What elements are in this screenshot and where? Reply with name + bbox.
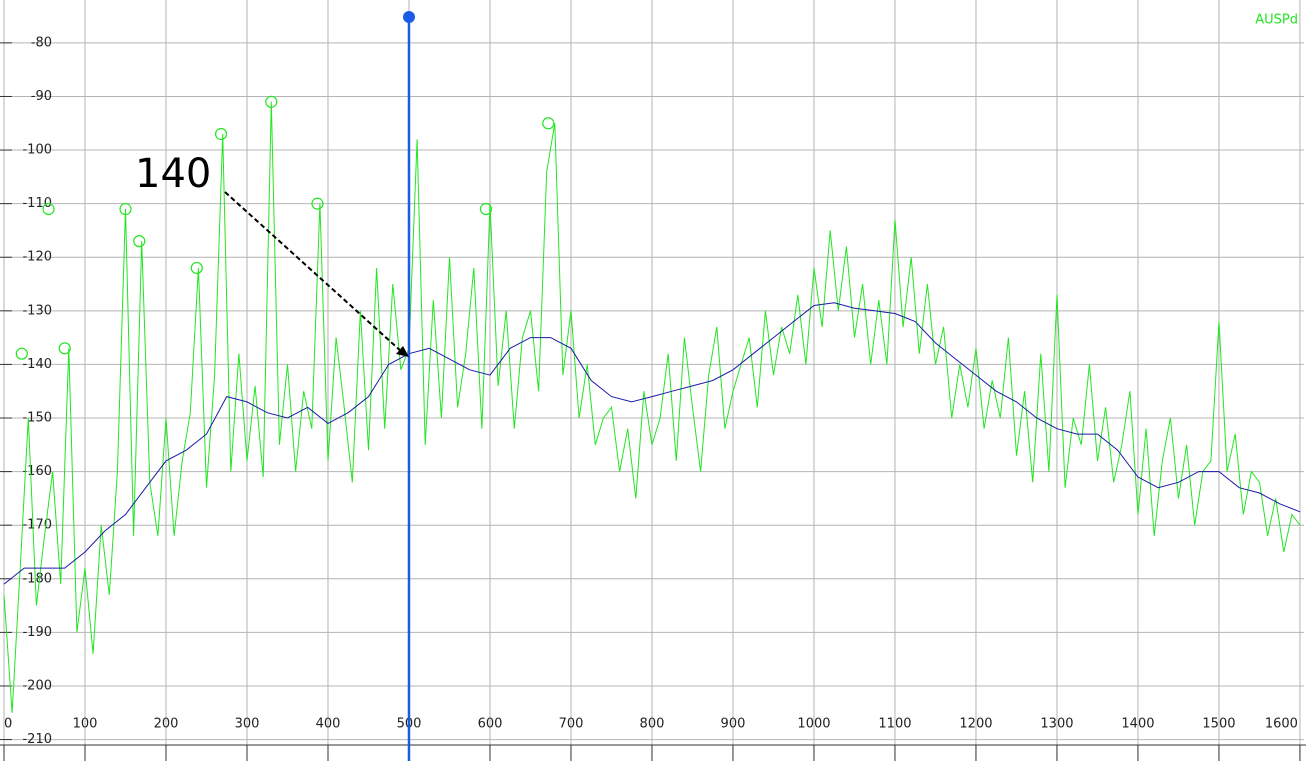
x-tick-label: 900 [721,717,746,732]
peak-marker [311,197,324,210]
x-tick-label: 700 [559,717,584,732]
cursor-handle [402,11,415,23]
peak-marker [190,261,203,275]
x-tick-label: 300 [235,717,260,732]
x-tick-label: 1600 [1265,717,1298,732]
y-tick-label: -100 [22,143,52,158]
x-tick-label: 1200 [959,717,992,732]
y-tick-label: -140 [22,357,52,372]
peak-marker [119,202,132,216]
y-tick-label: -200 [22,678,52,693]
y-tick-label: -120 [22,250,52,265]
y-tick-label: -210 [22,732,52,747]
peak-marker [15,347,28,360]
x-tick-label: 0 [4,717,12,732]
y-tick-label: -110 [22,196,52,211]
x-tick-label: 100 [73,717,98,732]
peak-marker [542,117,555,130]
x-tick-label: 1100 [878,717,911,732]
x-tick-label: 400 [316,717,341,732]
peak-marker [42,202,55,216]
x-tick-label: 800 [640,717,665,732]
y-tick-label: -190 [22,625,52,640]
average-line [3,302,1301,585]
peak-marker [479,202,493,216]
x-tick-label: 600 [478,717,503,732]
x-tick-label: 1300 [1040,717,1073,732]
peak-marker [265,95,278,108]
annotation: 140 [135,151,211,197]
y-tick-label: -80 [31,35,52,50]
x-tick-label: 1000 [797,717,830,732]
spectrum-line [3,101,1301,713]
arrow-head [396,346,409,357]
x-tick-label: 200 [154,717,179,732]
peak-marker [133,235,146,248]
legend-entry: AUSPd [1255,13,1298,28]
peak-marker [214,127,228,141]
x-tick-label: 1500 [1202,717,1235,732]
y-tick-label: -90 [31,89,52,104]
y-tick-label: -150 [22,411,52,426]
y-tick-label: -130 [22,303,52,318]
peak-marker [58,342,71,355]
y-tick-label: -170 [22,518,52,533]
y-tick-label: -160 [22,464,52,479]
y-tick-label: -180 [22,571,52,586]
plot [3,11,1301,761]
x-tick-label: 1400 [1121,717,1154,732]
